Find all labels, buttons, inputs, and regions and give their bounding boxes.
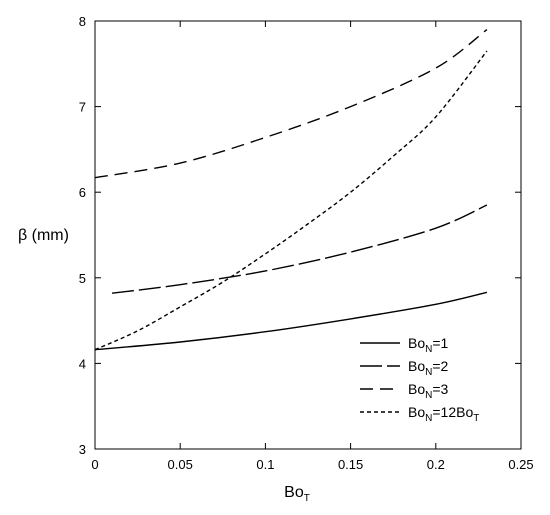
legend-label-4: BoN=12BoT <box>408 404 479 424</box>
y-tick-label: 4 <box>79 356 86 371</box>
legend-label-1: BoN=1 <box>408 335 449 355</box>
x-tick-label: 0.15 <box>338 457 363 472</box>
x-tick-label: 0.1 <box>256 457 274 472</box>
legend-label-3: BoN=3 <box>408 381 449 401</box>
series-line-4 <box>94 50 488 351</box>
plot-frame <box>94 20 522 450</box>
legend: BoN=1 BoN=2 BoN=3 BoN=12BoT <box>360 335 479 424</box>
x-tick-label: 0 <box>91 457 98 472</box>
y-tick-label: 6 <box>79 185 86 200</box>
x-tick-label: 0.2 <box>427 457 445 472</box>
y-axis-title: β (mm) <box>18 227 69 244</box>
y-tick-label: 7 <box>79 100 86 115</box>
x-axis-ticks: 0 0.05 0.1 0.15 0.2 0.25 <box>91 21 534 472</box>
y-tick-label: 8 <box>79 14 86 29</box>
series-line-1 <box>94 291 488 351</box>
y-tick-label: 5 <box>79 271 86 286</box>
x-axis-title-main: Bo <box>284 484 304 501</box>
x-axis-title-sub: T <box>304 493 310 504</box>
legend-label-2: BoN=2 <box>408 358 449 378</box>
x-tick-label: 0.25 <box>508 457 533 472</box>
series-line-3 <box>94 29 488 179</box>
x-tick-label: 0.05 <box>168 457 193 472</box>
x-axis-title: BoT <box>284 484 310 504</box>
y-axis-ticks: 3 4 5 6 7 8 <box>79 14 521 457</box>
y-tick-label: 3 <box>79 442 86 457</box>
series-layer <box>94 29 488 351</box>
series-line-2 <box>111 204 488 294</box>
